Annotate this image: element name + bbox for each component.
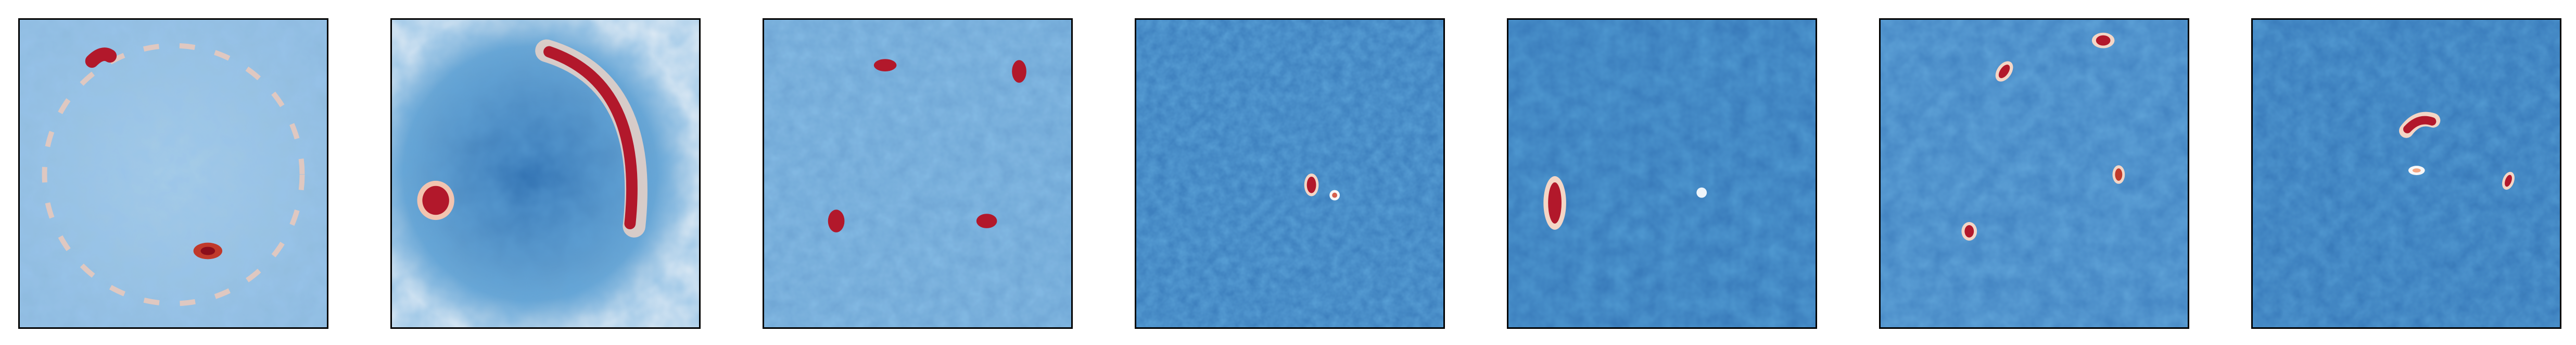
panel-6 — [1879, 18, 2189, 329]
elongated-spot-icon — [1508, 20, 1816, 327]
panel-5 — [1507, 18, 1817, 329]
arc-and-spots-icon — [2253, 20, 2560, 327]
ring-emission-icon — [20, 20, 327, 327]
central-pair-icon — [1136, 20, 1443, 327]
panel-2 — [390, 18, 701, 329]
panel-7 — [2251, 18, 2561, 329]
four-spot-icon — [764, 20, 1071, 327]
arc-and-blob-icon — [392, 20, 699, 327]
panel-3 — [763, 18, 1073, 329]
panel-1 — [18, 18, 328, 329]
panel-4 — [1135, 18, 1445, 329]
four-spot-icon — [1881, 20, 2188, 327]
